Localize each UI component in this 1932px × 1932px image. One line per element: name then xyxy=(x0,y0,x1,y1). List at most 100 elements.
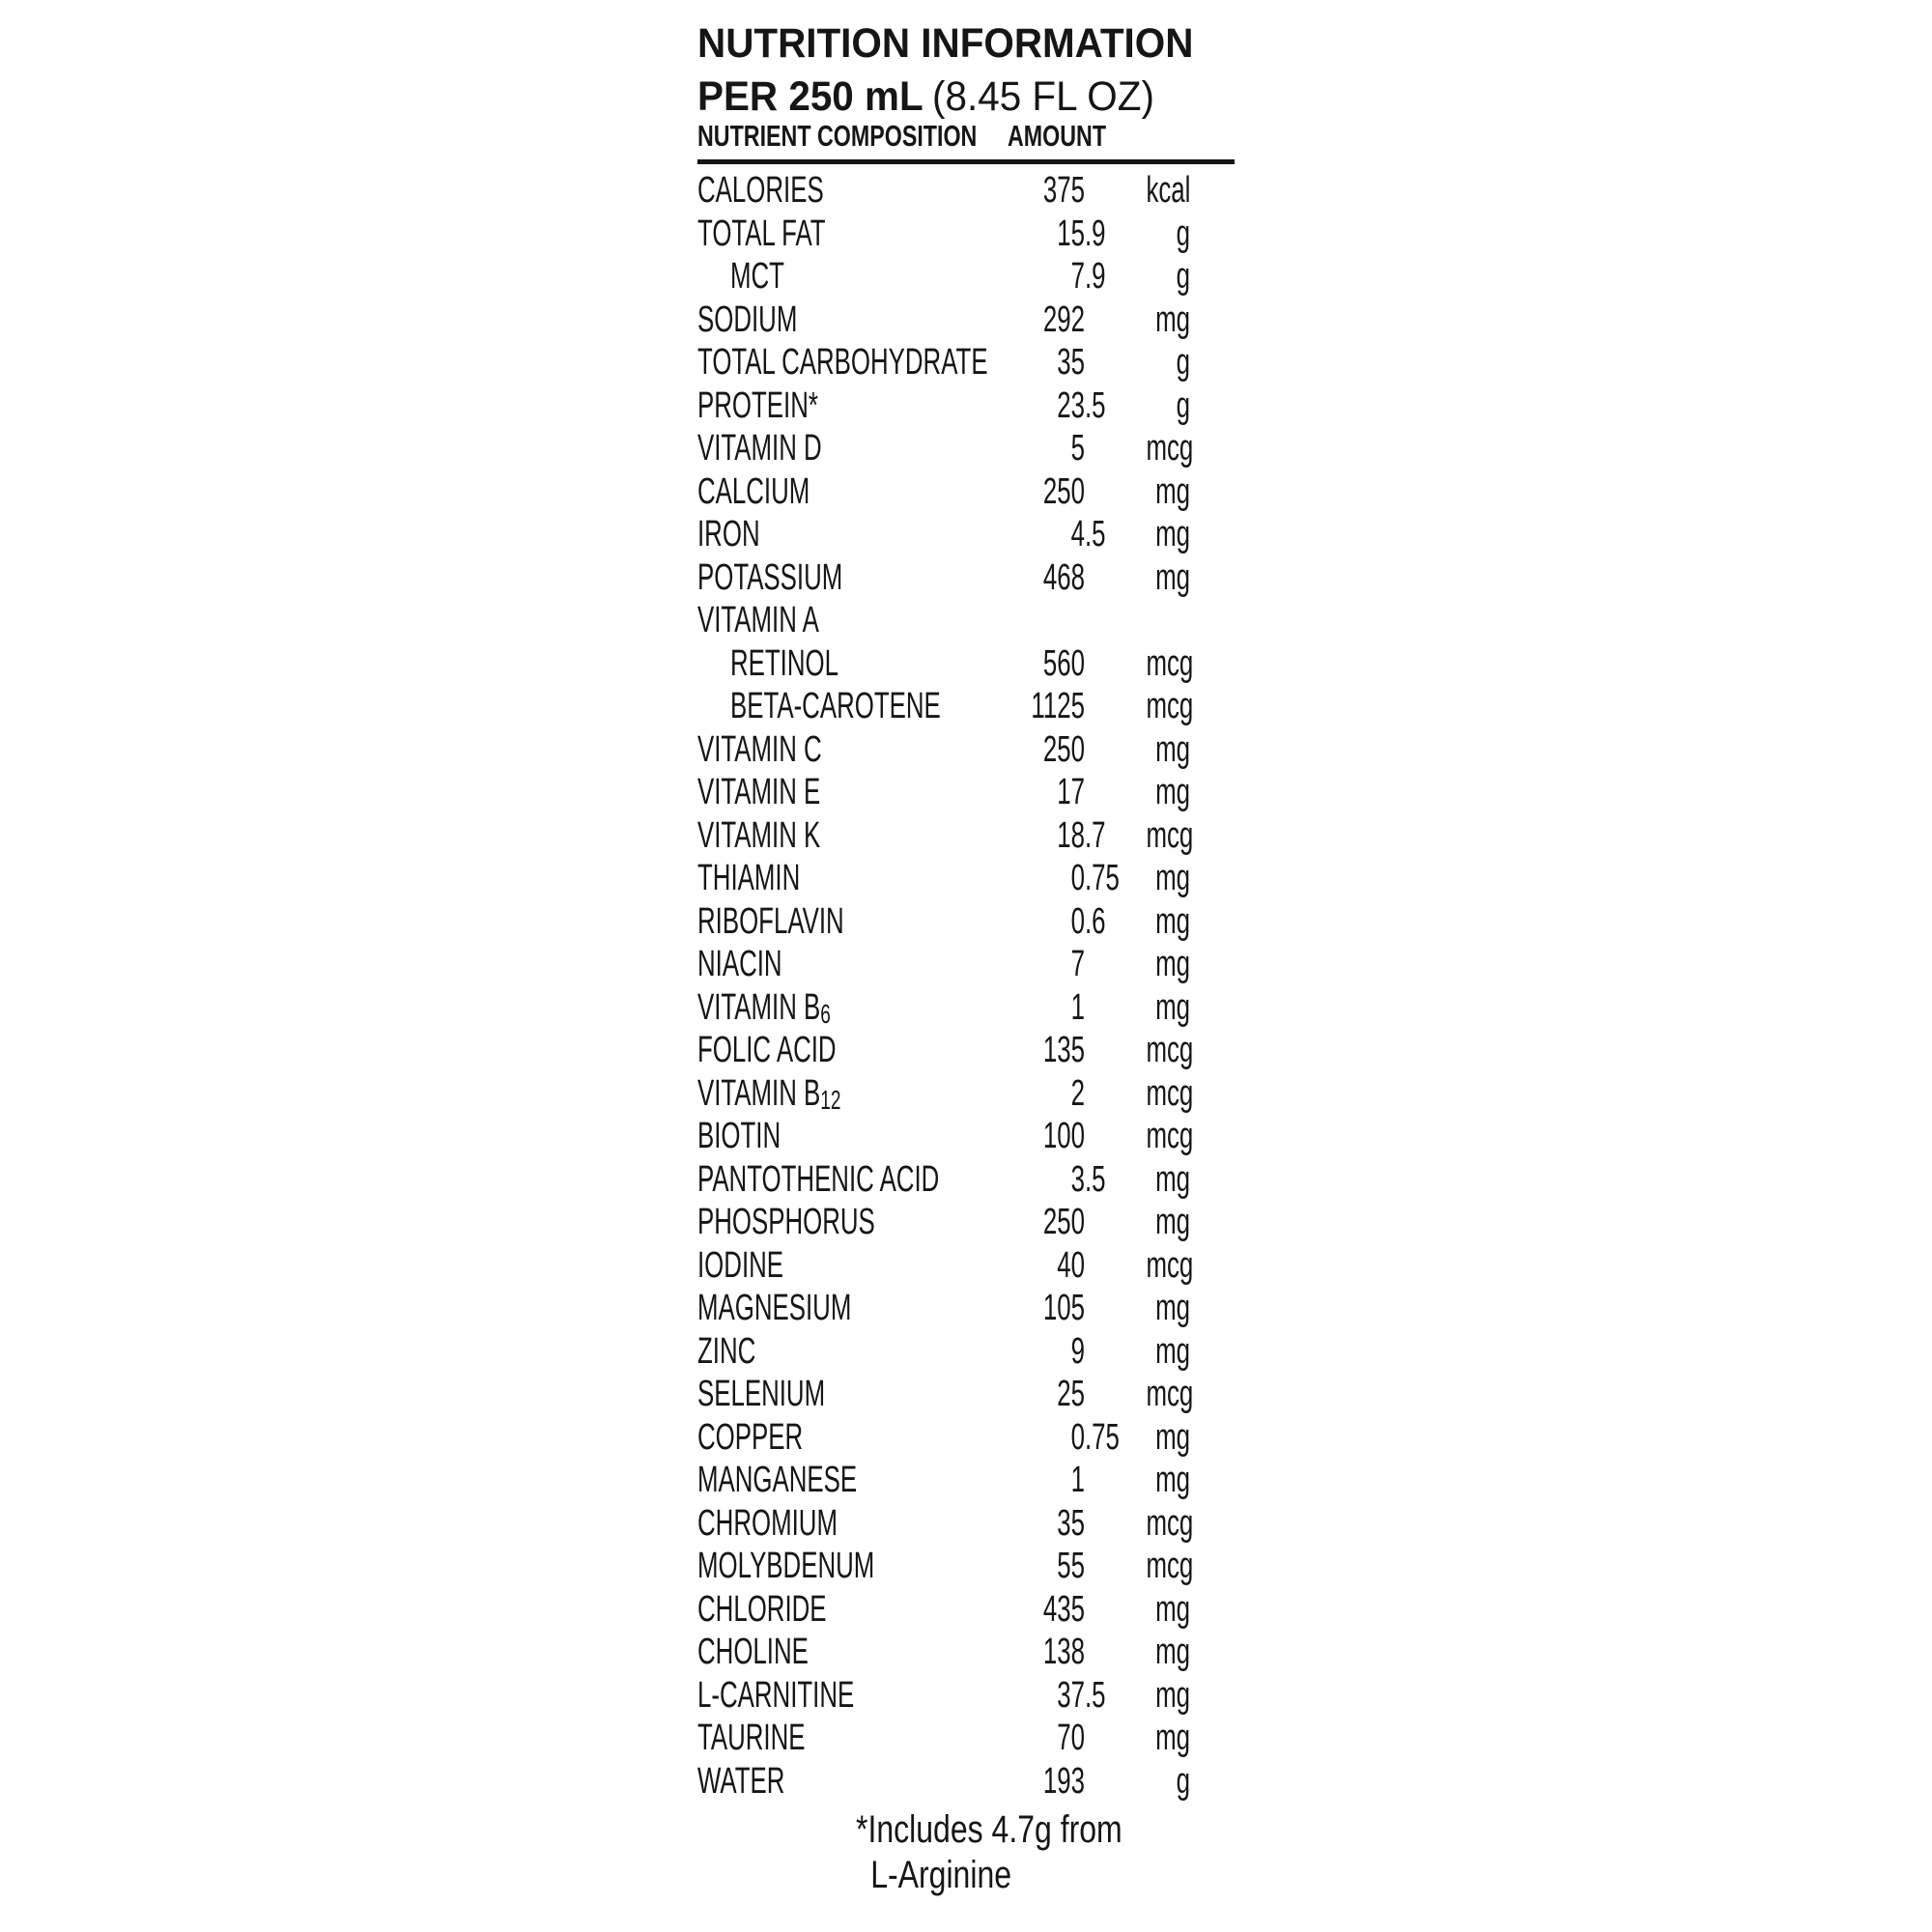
amount-unit: g xyxy=(1176,342,1190,383)
amount-value-int: 0 xyxy=(1070,858,1085,898)
table-row: VITAMIN K 18 .7 mcg xyxy=(697,814,1236,858)
amount-unit: mg xyxy=(1155,514,1190,554)
nutrient-name-subscript: 6 xyxy=(820,998,831,1029)
table-row: SELENIUM 25 mcg xyxy=(697,1373,1236,1416)
amount-value-int: 3 xyxy=(1070,1158,1085,1200)
amount-unit: mg xyxy=(1155,470,1190,512)
amount-unit: mg xyxy=(1155,1202,1190,1242)
amount-unit: mcg xyxy=(1146,1502,1194,1544)
amount-value-int: 17 xyxy=(1057,772,1085,812)
nutrient-name: PANTOTHENIC ACID xyxy=(697,1158,940,1200)
amount-unit: mg xyxy=(1155,900,1190,942)
nutrient-name: VITAMIN K xyxy=(697,814,821,856)
amount-value-frac: .6 xyxy=(1085,900,1106,942)
nutrient-name: TOTAL FAT xyxy=(697,213,826,254)
amount-value-int: 5 xyxy=(1070,428,1085,469)
nutrient-name: VITAMIN A xyxy=(697,600,819,640)
amount-value-frac: .9 xyxy=(1085,213,1106,254)
table-row: POTASSIUM 468 mg xyxy=(697,556,1236,600)
column-header-nutrient: NUTRIENT COMPOSITION xyxy=(697,119,978,153)
amount-unit: mg xyxy=(1155,1288,1190,1328)
table-row: VITAMIN D 5 mcg xyxy=(697,427,1236,470)
nutrient-name: VITAMIN E xyxy=(697,772,821,812)
amount-value-int: 0 xyxy=(1070,900,1085,942)
amount-unit: kcal xyxy=(1146,170,1191,211)
amount-value-frac: .7 xyxy=(1085,814,1106,856)
table-row: L-CARNITINE 37 .5 mg xyxy=(697,1674,1236,1718)
amount-value-frac: .5 xyxy=(1085,514,1106,554)
amount-value-int: 1 xyxy=(1070,986,1085,1028)
amount-unit: mg xyxy=(1155,1674,1190,1716)
amount-value-int: 15 xyxy=(1057,213,1085,254)
nutrient-name: RETINOL xyxy=(730,642,838,684)
amount-value-int: 0 xyxy=(1070,1416,1085,1458)
table-row: MOLYBDENUM 55 mcg xyxy=(697,1545,1236,1588)
footnote: *Includes 4.7g from L-Arginine xyxy=(856,1807,1122,1898)
amount-unit: mg xyxy=(1155,1416,1190,1458)
table-row: ZINC 9 mg xyxy=(697,1330,1236,1374)
table-row: THIAMIN 0 .75 mg xyxy=(697,857,1236,900)
amount-unit: mcg xyxy=(1146,1374,1194,1414)
amount-unit: mg xyxy=(1155,1460,1190,1500)
table-row: RETINOL 560 mcg xyxy=(697,642,1236,686)
amount-value-int: 250 xyxy=(1042,470,1085,512)
table-row: IRON 4 .5 mg xyxy=(697,513,1236,556)
amount-unit: mg xyxy=(1155,986,1190,1028)
nutrient-table: CALORIES 375 kcal TOTAL FAT 15 .9 g MCT … xyxy=(697,169,1236,1803)
table-row: VITAMIN B12 2 mcg xyxy=(697,1072,1236,1116)
amount-unit: mg xyxy=(1155,772,1190,812)
amount-value-int: 4 xyxy=(1070,514,1085,554)
amount-value-int: 250 xyxy=(1042,1202,1085,1242)
nutrient-name: SODIUM xyxy=(697,298,798,340)
nutrient-name: MCT xyxy=(730,256,784,297)
nutrient-name: WATER xyxy=(697,1760,785,1802)
amount-value-int: 9 xyxy=(1070,1330,1085,1372)
amount-value-int: 375 xyxy=(1042,170,1085,211)
amount-value-int: 292 xyxy=(1042,298,1085,340)
footnote-line-1: *Includes 4.7g from xyxy=(856,1808,1122,1851)
amount-value-int: 193 xyxy=(1042,1760,1085,1802)
amount-value-int: 23 xyxy=(1057,384,1085,426)
nutrient-name: TOTAL CARBOHYDRATE xyxy=(697,342,988,383)
serving-size-volume: PER 250 mL xyxy=(697,73,923,120)
table-row: VITAMIN C 250 mg xyxy=(697,728,1236,772)
amount-value-int: 468 xyxy=(1042,556,1085,598)
amount-value-int: 18 xyxy=(1057,814,1085,856)
table-row: RIBOFLAVIN 0 .6 mg xyxy=(697,900,1236,944)
amount-value-int: 105 xyxy=(1042,1288,1085,1328)
table-row: BETA-CAROTENE 1125 mcg xyxy=(697,685,1236,728)
table-row: TAURINE 70 mg xyxy=(697,1717,1236,1760)
amount-value-int: 55 xyxy=(1057,1546,1085,1586)
amount-value-int: 7 xyxy=(1070,944,1085,984)
amount-value-frac: .75 xyxy=(1085,1416,1120,1458)
nutrient-name: TAURINE xyxy=(697,1718,806,1758)
label-title: NUTRITION INFORMATION xyxy=(697,20,1194,67)
nutrient-name: VITAMIN B6 xyxy=(697,986,831,1029)
amount-unit: mg xyxy=(1155,728,1190,770)
amount-value-int: 1 xyxy=(1070,1460,1085,1500)
nutrient-name: BETA-CAROTENE xyxy=(730,686,941,726)
table-row: VITAMIN E 17 mg xyxy=(697,771,1236,814)
table-row: TOTAL CARBOHYDRATE 35 g xyxy=(697,341,1236,384)
amount-unit: g xyxy=(1176,1760,1190,1802)
amount-unit: g xyxy=(1176,256,1190,297)
amount-value-int: 40 xyxy=(1057,1244,1085,1286)
amount-value-int: 35 xyxy=(1057,342,1085,383)
nutrient-name: VITAMIN B12 xyxy=(697,1072,841,1115)
nutrient-name: IODINE xyxy=(697,1244,784,1286)
amount-value-frac: .5 xyxy=(1085,1158,1106,1200)
nutrient-name: MOLYBDENUM xyxy=(697,1546,875,1586)
table-row: MANGANESE 1 mg xyxy=(697,1459,1236,1502)
nutrient-name: L-CARNITINE xyxy=(697,1674,855,1716)
table-row: IODINE 40 mcg xyxy=(697,1244,1236,1288)
amount-unit: g xyxy=(1176,384,1190,426)
nutrient-name: CALORIES xyxy=(697,170,824,211)
footnote-line-2: L-Arginine xyxy=(870,1854,1012,1896)
table-row: CHROMIUM 35 mcg xyxy=(697,1502,1236,1546)
amount-unit: mcg xyxy=(1146,1244,1194,1286)
table-row: MCT 7 .9 g xyxy=(697,255,1236,298)
amount-unit: mg xyxy=(1155,298,1190,340)
amount-value-int: 7 xyxy=(1070,256,1085,297)
amount-value-int: 70 xyxy=(1057,1718,1085,1758)
nutrient-name: THIAMIN xyxy=(697,858,801,898)
